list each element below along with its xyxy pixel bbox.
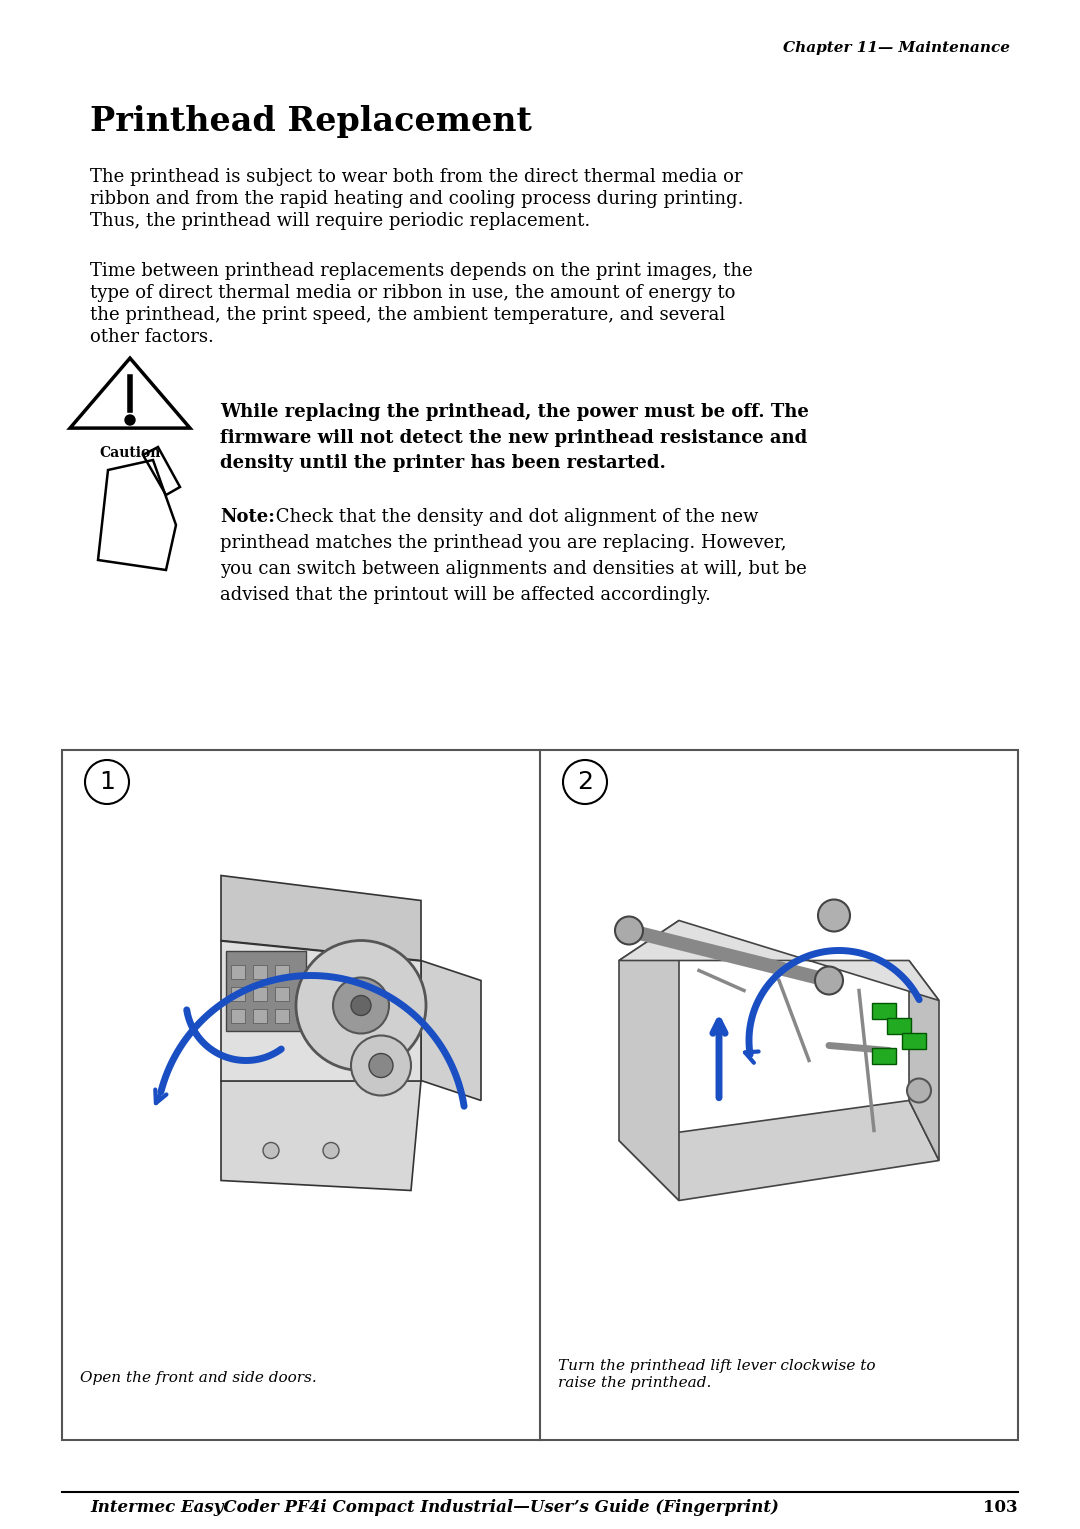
Polygon shape	[221, 876, 421, 960]
Bar	[253, 1009, 267, 1023]
Bar	[226, 951, 306, 1031]
Bar	[275, 1009, 289, 1023]
Text: Turn the printhead lift lever clockwise to: Turn the printhead lift lever clockwise …	[558, 1359, 876, 1373]
Bar	[253, 986, 267, 1000]
Text: Open the front and side doors.: Open the front and side doors.	[80, 1372, 316, 1385]
Text: 2: 2	[577, 771, 593, 794]
Circle shape	[333, 977, 389, 1034]
Circle shape	[125, 414, 135, 425]
Text: Chapter 11— Maintenance: Chapter 11— Maintenance	[783, 41, 1010, 55]
Circle shape	[296, 940, 426, 1070]
Circle shape	[815, 966, 843, 994]
Text: Caution: Caution	[99, 446, 161, 460]
Text: type of direct thermal media or ribbon in use, the amount of energy to: type of direct thermal media or ribbon i…	[90, 284, 735, 303]
Text: The printhead is subject to wear both from the direct thermal media or: The printhead is subject to wear both fr…	[90, 168, 743, 187]
Bar	[872, 1003, 896, 1018]
Text: Intermec EasyCoder PF4i Compact Industrial—User’s Guide (Fingerprint): Intermec EasyCoder PF4i Compact Industri…	[90, 1500, 779, 1517]
Text: Thus, the printhead will require periodic replacement.: Thus, the printhead will require periodi…	[90, 213, 591, 229]
Bar	[887, 1017, 912, 1034]
Circle shape	[351, 1035, 411, 1095]
Text: Printhead Replacement: Printhead Replacement	[90, 106, 531, 138]
Bar	[231, 986, 245, 1000]
Polygon shape	[619, 1101, 939, 1200]
Bar	[62, 751, 1018, 1440]
Text: Note:: Note:	[220, 508, 275, 526]
Circle shape	[369, 1053, 393, 1078]
Polygon shape	[619, 920, 939, 1000]
Circle shape	[323, 1142, 339, 1159]
Bar	[231, 965, 245, 979]
Text: Time between printhead replacements depends on the print images, the: Time between printhead replacements depe…	[90, 261, 753, 280]
Text: you can switch between alignments and densities at will, but be: you can switch between alignments and de…	[220, 560, 807, 578]
Bar	[902, 1032, 926, 1049]
Circle shape	[85, 760, 129, 804]
Text: Check that the density and dot alignment of the new: Check that the density and dot alignment…	[270, 508, 758, 526]
Text: raise the printhead.: raise the printhead.	[558, 1376, 712, 1390]
Circle shape	[818, 899, 850, 931]
Text: printhead matches the printhead you are replacing. However,: printhead matches the printhead you are …	[220, 534, 786, 552]
Text: advised that the printout will be affected accordingly.: advised that the printout will be affect…	[220, 586, 711, 604]
Polygon shape	[221, 1081, 421, 1191]
Circle shape	[615, 916, 643, 945]
Text: While replacing the printhead, the power must be off. The
firmware will not dete: While replacing the printhead, the power…	[220, 404, 809, 472]
Bar	[253, 965, 267, 979]
Circle shape	[907, 1078, 931, 1102]
Circle shape	[563, 760, 607, 804]
Bar	[872, 1047, 896, 1064]
Polygon shape	[909, 960, 939, 1161]
Text: the printhead, the print speed, the ambient temperature, and several: the printhead, the print speed, the ambi…	[90, 306, 726, 324]
Text: ribbon and from the rapid heating and cooling process during printing.: ribbon and from the rapid heating and co…	[90, 190, 743, 208]
Text: other factors.: other factors.	[90, 329, 214, 346]
Bar	[231, 1009, 245, 1023]
Bar	[275, 986, 289, 1000]
Circle shape	[264, 1142, 279, 1159]
Circle shape	[351, 995, 372, 1015]
Polygon shape	[221, 940, 421, 1081]
Polygon shape	[421, 960, 481, 1101]
Text: 103: 103	[984, 1500, 1018, 1517]
Text: 1: 1	[99, 771, 114, 794]
Polygon shape	[619, 920, 679, 1200]
Bar	[275, 965, 289, 979]
